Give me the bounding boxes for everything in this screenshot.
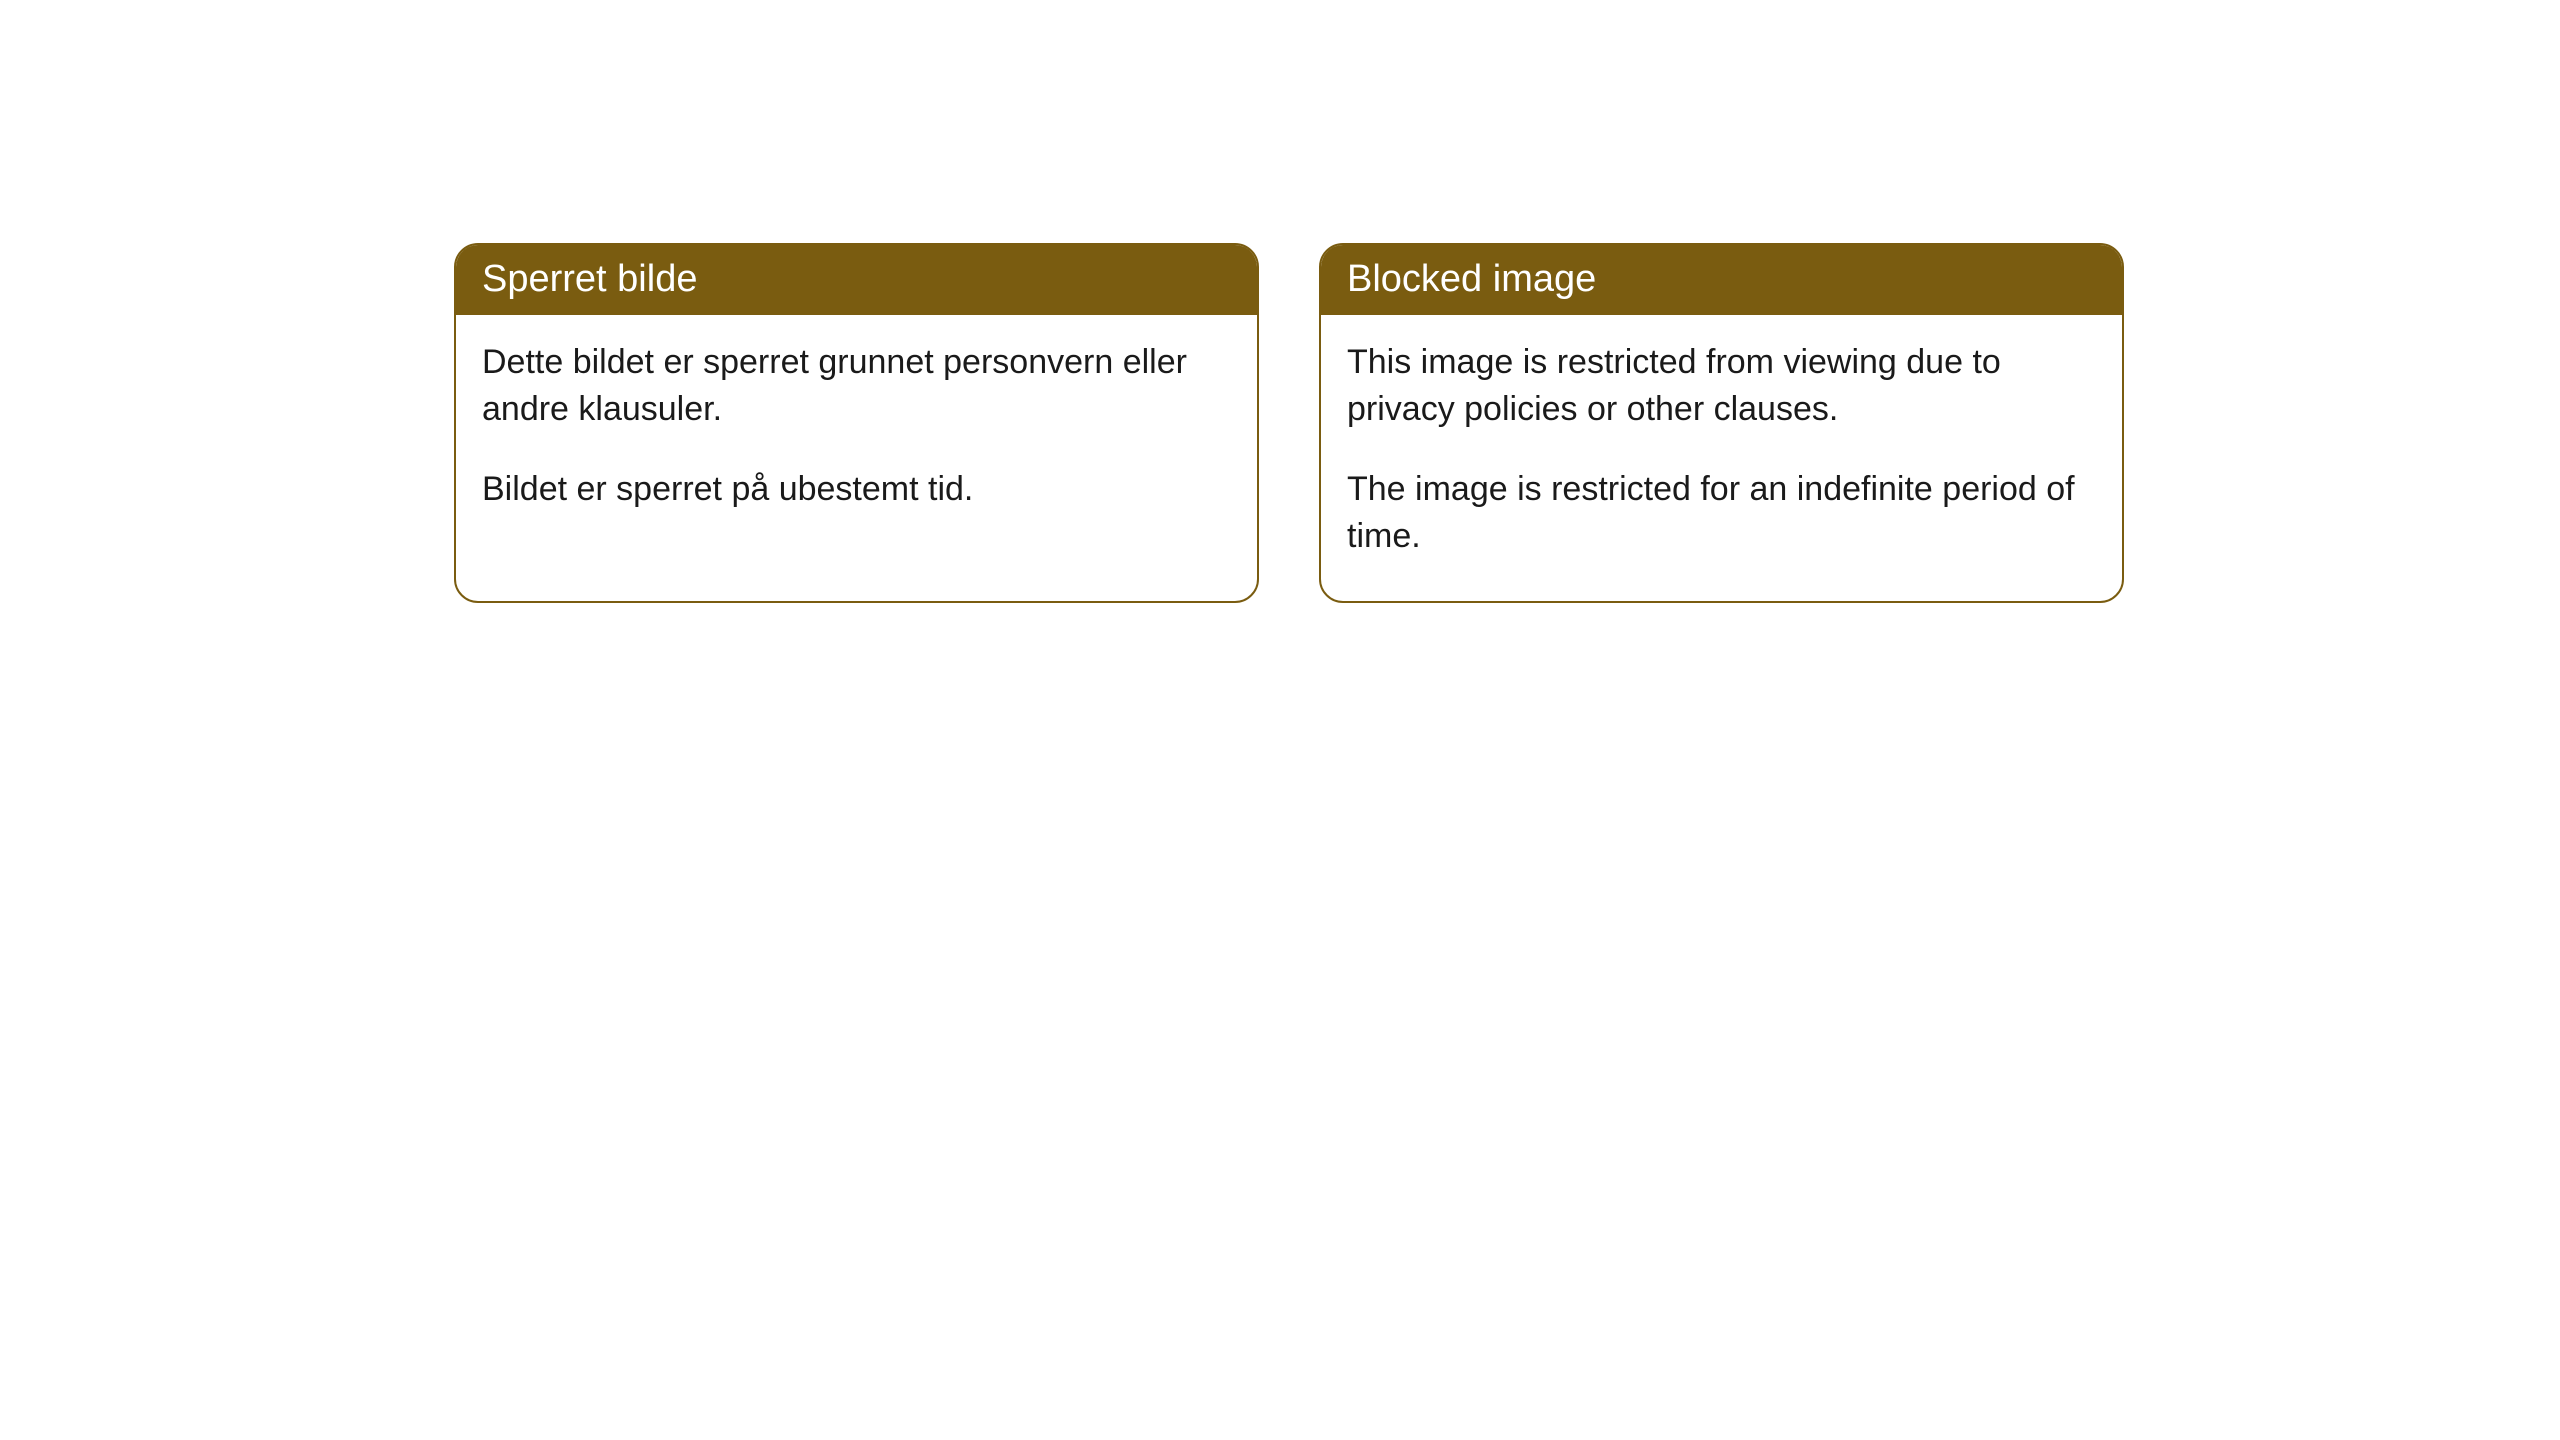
card-body: This image is restricted from viewing du…: [1321, 315, 2122, 601]
notice-cards-container: Sperret bilde Dette bildet er sperret gr…: [454, 243, 2560, 603]
notice-card-english: Blocked image This image is restricted f…: [1319, 243, 2124, 603]
card-body: Dette bildet er sperret grunnet personve…: [456, 315, 1257, 554]
notice-card-norwegian: Sperret bilde Dette bildet er sperret gr…: [454, 243, 1259, 603]
card-paragraph-2: The image is restricted for an indefinit…: [1347, 466, 2096, 561]
card-paragraph-1: This image is restricted from viewing du…: [1347, 339, 2096, 434]
card-paragraph-1: Dette bildet er sperret grunnet personve…: [482, 339, 1231, 434]
card-title: Sperret bilde: [482, 258, 697, 300]
card-paragraph-2: Bildet er sperret på ubestemt tid.: [482, 466, 1231, 514]
card-title: Blocked image: [1347, 258, 1596, 300]
card-header: Blocked image: [1321, 245, 2122, 315]
card-header: Sperret bilde: [456, 245, 1257, 315]
